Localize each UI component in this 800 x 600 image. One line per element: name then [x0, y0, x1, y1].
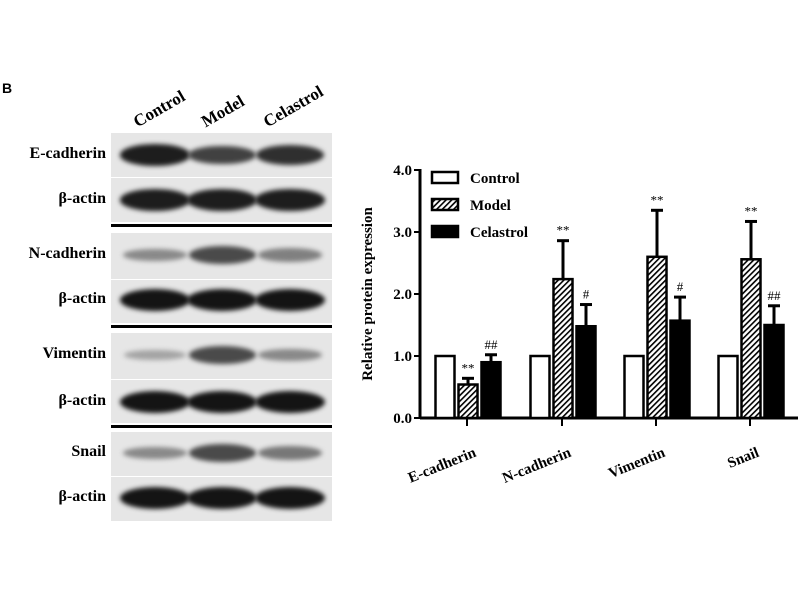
legend-label: Model: [470, 198, 511, 214]
bar-model: [552, 277, 574, 420]
blot-band: [257, 445, 323, 461]
blot-row-label: β-actin: [58, 392, 106, 409]
significance-marker: ##: [485, 337, 499, 352]
blot-band: [187, 289, 257, 311]
legend-label: Celastrol: [470, 225, 528, 241]
blot-band: [255, 487, 325, 509]
blot-band: [258, 348, 322, 362]
y-tick-label: 3.0: [393, 225, 412, 241]
significance-marker: **: [557, 223, 570, 238]
blot-band: [258, 248, 322, 262]
blot-strip: [111, 133, 332, 177]
blot-strip: [111, 280, 332, 323]
y-tick-label: 0.0: [393, 411, 412, 427]
blot-band: [123, 446, 187, 460]
bar-model: [646, 255, 668, 420]
blot-row-label: Vimentin: [42, 345, 106, 362]
bar-control: [434, 354, 456, 420]
blot-row-label: N-cadherin: [28, 245, 106, 262]
blot-band: [120, 289, 190, 311]
blot-band: [188, 246, 256, 264]
blot-strip: [111, 333, 332, 379]
y-tick-label: 4.0: [393, 163, 412, 179]
blot-band: [255, 289, 325, 311]
blot-strip: [111, 432, 332, 476]
blot-band: [255, 145, 325, 165]
blot-band: [255, 391, 325, 413]
y-axis-label: Relative protein expression: [360, 207, 376, 381]
blot-separator: [111, 224, 332, 227]
y-tick-label: 1.0: [393, 349, 412, 365]
blot-row-label: β-actin: [58, 190, 106, 207]
blot-band: [123, 248, 187, 262]
blot-band: [120, 391, 190, 413]
blot-band: [120, 144, 190, 166]
blot-band: [188, 145, 256, 165]
blot-band: [188, 444, 256, 462]
blot-band: [187, 487, 257, 509]
significance-marker: **: [462, 360, 475, 375]
legend-swatch: [430, 224, 460, 239]
blot-band: [188, 346, 256, 364]
bar-control: [717, 354, 739, 420]
bar-celastrol: [575, 324, 597, 420]
significance-marker: **: [651, 192, 664, 207]
blot-strip: [111, 380, 332, 423]
bar-control: [623, 354, 645, 420]
significance-marker: ##: [768, 288, 782, 303]
blot-band: [120, 487, 190, 509]
blot-row-label: E-cadherin: [29, 145, 106, 162]
significance-marker: #: [583, 287, 590, 302]
blot-row-label: Snail: [71, 443, 106, 460]
blot-row-label: β-actin: [58, 290, 106, 307]
legend-swatch: [430, 170, 460, 185]
blot-separator: [111, 325, 332, 328]
significance-marker: #: [677, 279, 684, 294]
blot-band: [187, 391, 257, 413]
blot-strip: [111, 477, 332, 521]
bar-celastrol: [763, 323, 785, 420]
blot-band: [255, 189, 325, 211]
bar-control: [529, 354, 551, 420]
legend-label: Control: [470, 171, 520, 187]
blot-band: [124, 349, 186, 361]
blot-band: [187, 189, 257, 211]
blot-separator: [111, 425, 332, 428]
legend-swatch: [430, 197, 460, 212]
bar-model: [740, 258, 762, 420]
x-tick-label: Snail: [725, 445, 761, 472]
x-tick-label: Vimentin: [606, 445, 668, 482]
blot-row-label: β-actin: [58, 488, 106, 505]
x-tick-label: E-cadherin: [406, 445, 479, 487]
blot-band: [120, 189, 190, 211]
panel-letter: B: [2, 80, 13, 96]
bar-celastrol: [480, 360, 502, 420]
blot-strip: [111, 178, 332, 222]
y-tick-label: 2.0: [393, 287, 412, 303]
bar-celastrol: [669, 319, 691, 420]
significance-marker: **: [745, 203, 758, 218]
x-tick-label: N-cadherin: [500, 445, 574, 487]
bar-model: [457, 383, 479, 420]
blot-strip: [111, 233, 332, 279]
